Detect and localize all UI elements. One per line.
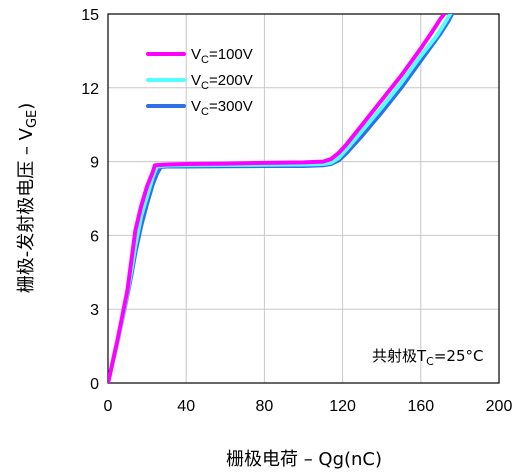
legend-entry-vc-100v: VC=100V: [146, 46, 253, 66]
y-tick-label: 15: [81, 7, 99, 24]
plot-frame: [107, 13, 500, 384]
x-tick-label: 120: [329, 398, 356, 415]
legend-entry-vc-300v: VC=300V: [146, 98, 253, 118]
series-line-vc-300v: [108, 14, 455, 383]
tick-labels: 0 40 80 120 160 200 0 3 6 9 12 15: [81, 7, 512, 415]
y-tick-label: 6: [90, 228, 99, 245]
series-layer: [108, 14, 455, 383]
y-axis-title: 栅极-发射极电压 – VGE): [16, 103, 40, 294]
legend-label-vc-100v: VC=100V: [191, 46, 253, 66]
legend-entry-vc-200v: VC=200V: [146, 72, 253, 92]
y-tick-label: 0: [90, 376, 99, 393]
x-tick-label: 40: [177, 398, 195, 415]
y-tick-label: 9: [90, 155, 99, 172]
condition-annotation: 共射极TC=25°C: [372, 347, 484, 368]
x-tick-label: 0: [104, 398, 113, 415]
y-tick-label: 12: [81, 81, 99, 98]
x-tick-label: 160: [407, 398, 434, 415]
y-tick-label: 3: [90, 302, 99, 319]
grid-lines: [108, 14, 499, 383]
series-line-vc-100v: [108, 14, 447, 383]
series-line-vc-200v: [108, 14, 453, 383]
legend: VC=100V VC=200V VC=300V: [146, 46, 253, 118]
legend-label-vc-300v: VC=300V: [191, 98, 253, 118]
x-tick-label: 200: [486, 398, 513, 415]
legend-label-vc-200v: VC=200V: [191, 72, 253, 92]
x-tick-label: 80: [256, 398, 274, 415]
x-axis-title: 栅极电荷 – Qg(nC): [226, 449, 382, 470]
